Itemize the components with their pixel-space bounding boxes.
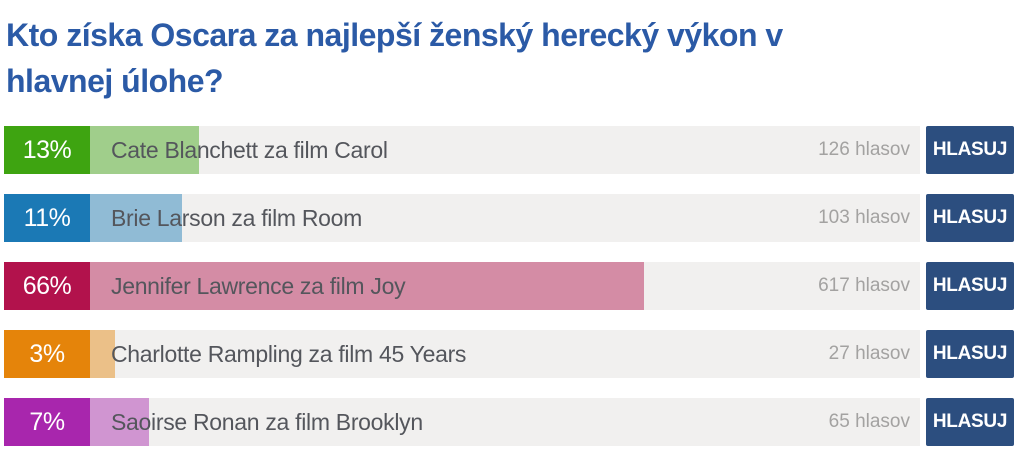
- poll-option-row: 11% Brie Larson za film Room 103 hlasov …: [4, 194, 1014, 242]
- option-label: Brie Larson za film Room: [111, 204, 362, 231]
- option-label: Charlotte Rampling za film 45 Years: [111, 340, 467, 367]
- poll-option-row: 7% Saoirse Ronan za film Brooklyn 65 hla…: [4, 398, 1014, 446]
- votes-count: 103 hlasov: [818, 207, 910, 228]
- result-bar: [90, 126, 200, 174]
- poll-question: Kto získa Oscara za najlepší ženský here…: [6, 12, 966, 104]
- poll-question-line1: Kto získa Oscara za najlepší ženský here…: [6, 17, 783, 53]
- vote-button[interactable]: HLASUJ: [926, 262, 1014, 310]
- poll-option-bar-area: 11% Brie Larson za film Room 103 hlasov: [4, 194, 920, 242]
- percent-badge: 13%: [4, 126, 90, 174]
- percent-badge: 3%: [4, 330, 90, 378]
- poll-option-bar-area: 66% Jennifer Lawrence za film Joy 617 hl…: [4, 262, 920, 310]
- votes-count: 617 hlasov: [818, 275, 910, 296]
- vote-button[interactable]: HLASUJ: [926, 398, 1014, 446]
- result-bar: [90, 398, 149, 446]
- votes-count: 65 hlasov: [828, 411, 910, 432]
- result-bar: [90, 194, 183, 242]
- result-bar: [90, 262, 645, 310]
- poll-option-bar-area: 13% Cate Blanchett za film Carol 126 hla…: [4, 126, 920, 174]
- vote-button[interactable]: HLASUJ: [926, 194, 1014, 242]
- poll-option-bar-area: 7% Saoirse Ronan za film Brooklyn 65 hla…: [4, 398, 920, 446]
- vote-button[interactable]: HLASUJ: [926, 330, 1014, 378]
- poll-question-line2: hlavnej úlohe?: [6, 63, 224, 99]
- option-label: Cate Blanchett za film Carol: [111, 136, 388, 163]
- poll-option-row: 3% Charlotte Rampling za film 45 Years 2…: [4, 330, 1014, 378]
- votes-count: 126 hlasov: [818, 139, 910, 160]
- vote-button[interactable]: HLASUJ: [926, 126, 1014, 174]
- percent-badge: 7%: [4, 398, 90, 446]
- poll-option-row: 66% Jennifer Lawrence za film Joy 617 hl…: [4, 262, 1014, 310]
- result-bar: [90, 330, 116, 378]
- option-label: Jennifer Lawrence za film Joy: [111, 272, 406, 299]
- poll-option-bar-area: 3% Charlotte Rampling za film 45 Years 2…: [4, 330, 920, 378]
- option-label: Saoirse Ronan za film Brooklyn: [111, 408, 423, 435]
- percent-badge: 11%: [4, 194, 90, 242]
- votes-count: 27 hlasov: [828, 343, 910, 364]
- poll-option-row: 13% Cate Blanchett za film Carol 126 hla…: [4, 126, 1014, 174]
- percent-badge: 66%: [4, 262, 90, 310]
